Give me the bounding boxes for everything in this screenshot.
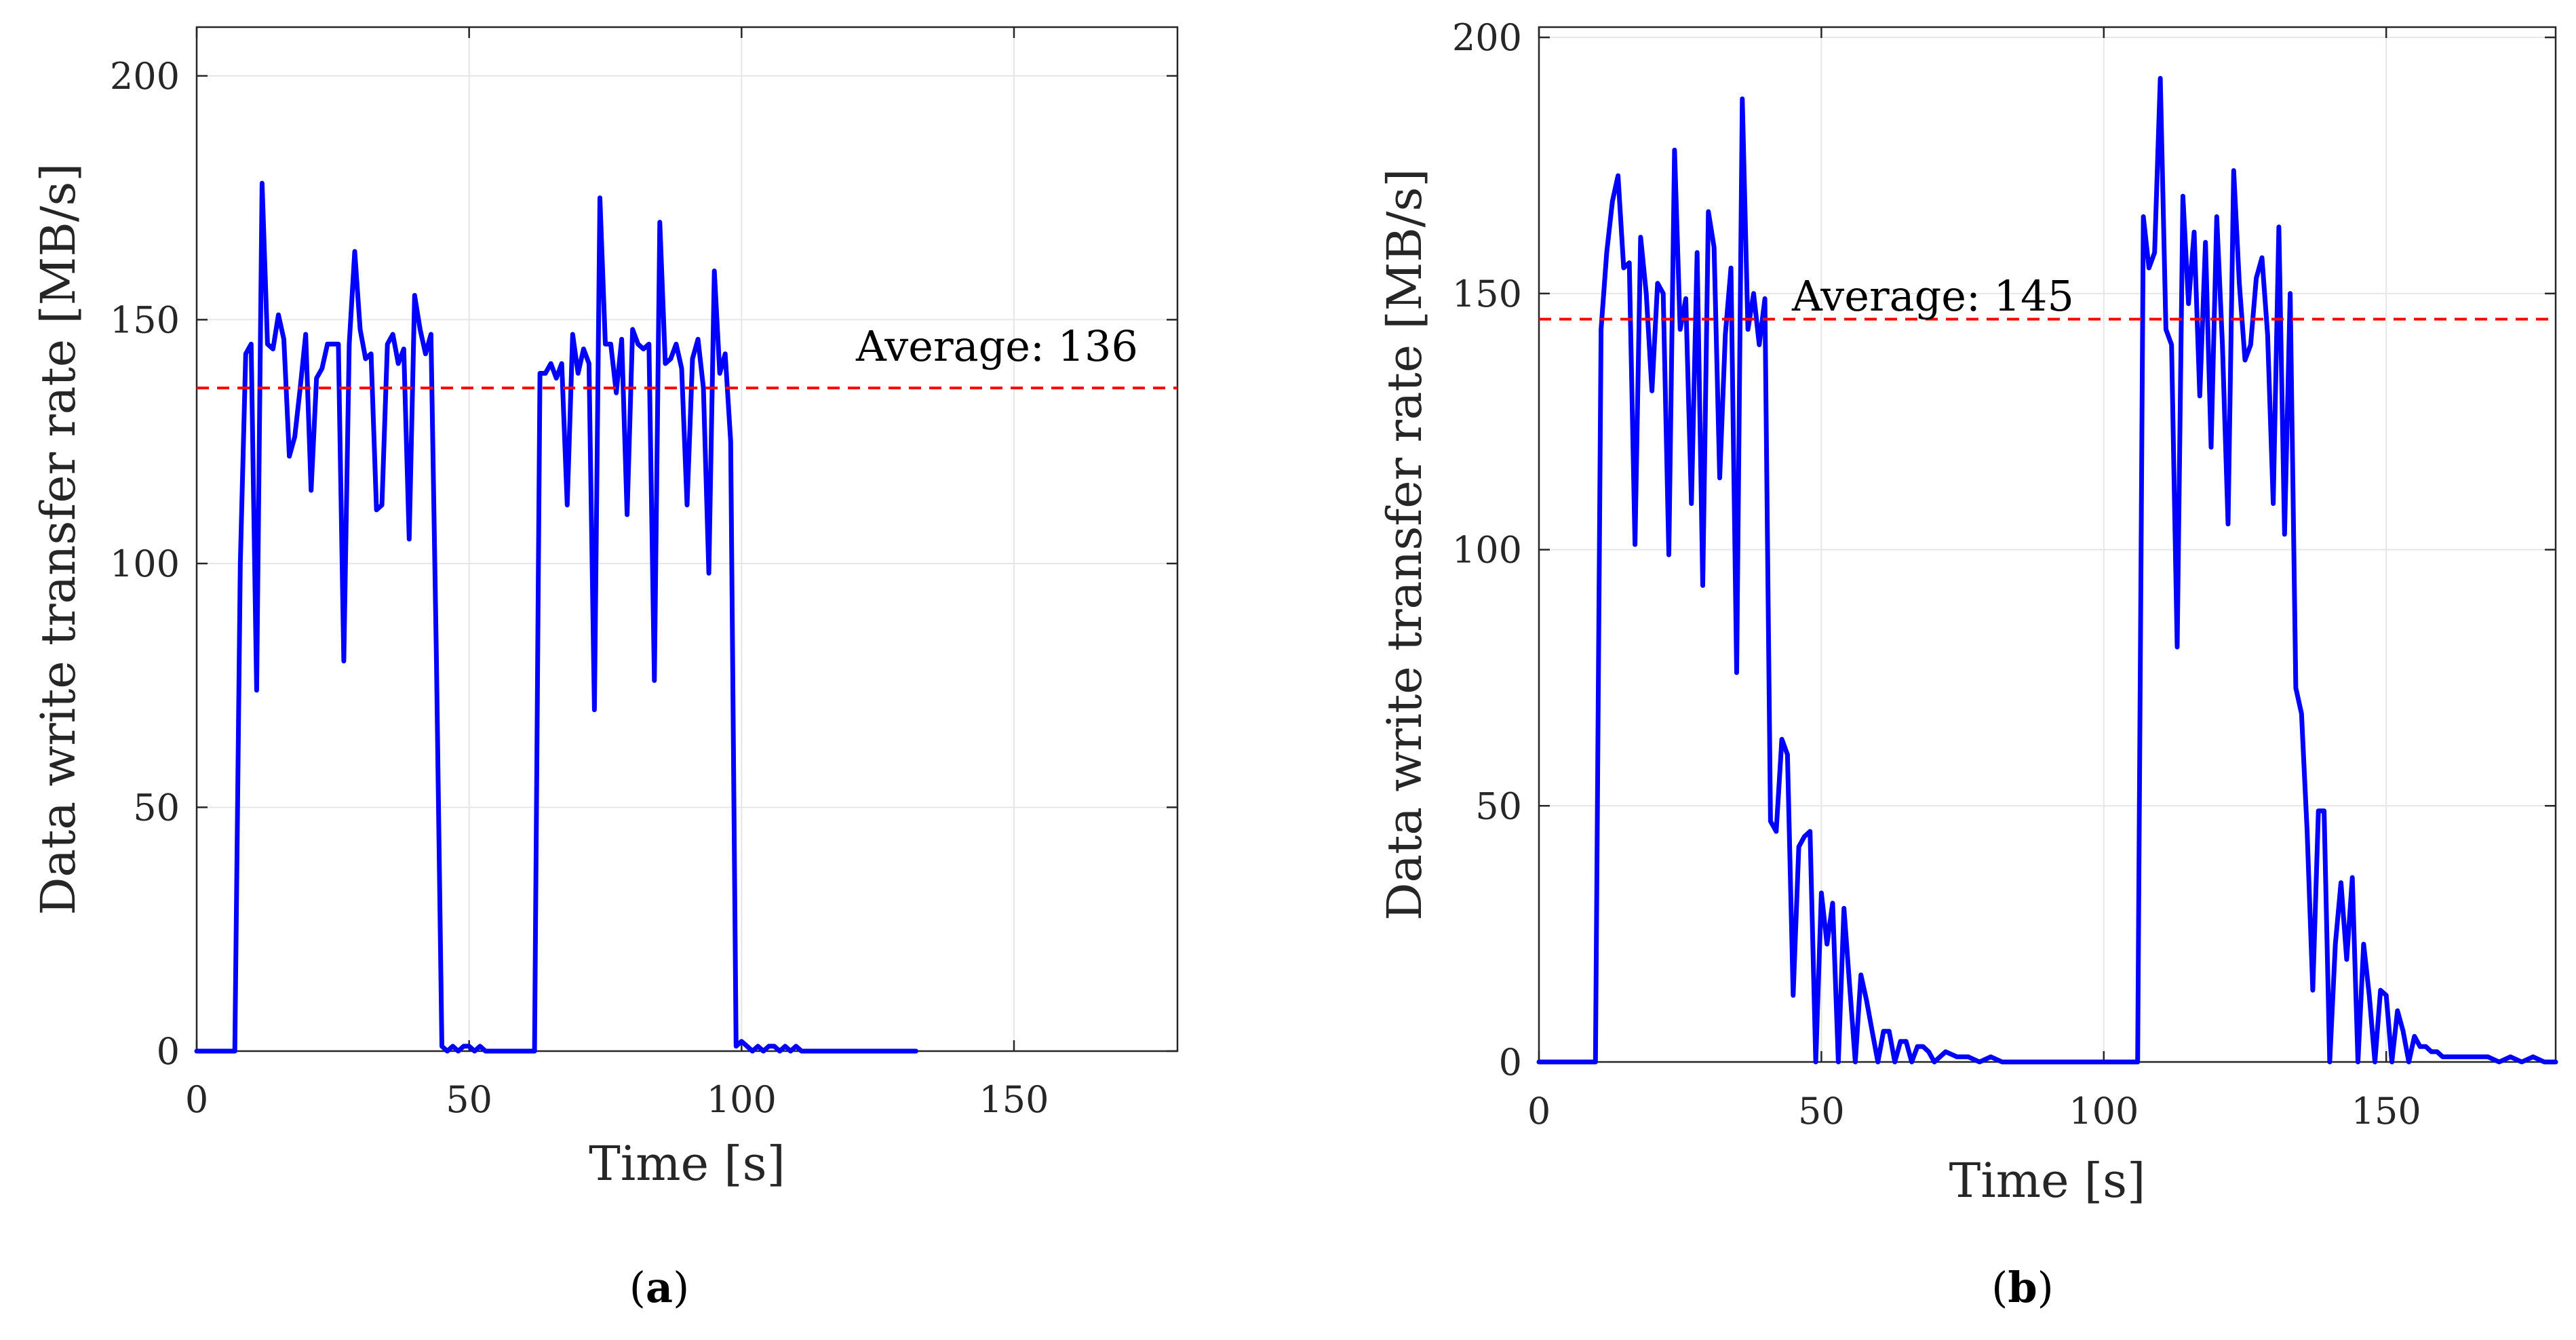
average-annotation: Average: 145: [1791, 271, 2074, 321]
y-tick-label: 50: [1475, 785, 1522, 827]
y-tick-label: 150: [110, 298, 180, 341]
y-tick-label: 150: [1452, 273, 1522, 315]
y-axis-label: Data write transfer rate [MB/s]: [31, 163, 86, 915]
chart-panel-b: 0 50 100 150 0 50 100 150 200 Time [s] Data write …: [1377, 16, 2558, 1312]
panel-label-open: (: [1991, 1263, 2008, 1312]
chart-panel-a: 0 50 100 150 0 50 100 150 200 Time [s] Data write …: [31, 26, 1179, 1312]
y-tick-label: 50: [133, 786, 180, 829]
x-axis-label: Time [s]: [589, 1136, 785, 1191]
x-tick-label: 150: [2351, 1090, 2421, 1132]
panel-label: (a): [629, 1263, 690, 1312]
y-tick-label: 100: [110, 543, 180, 585]
x-axis-label: Time [s]: [1949, 1153, 2146, 1208]
x-tick-label: 50: [446, 1078, 492, 1121]
panel-label-letter: a: [646, 1263, 673, 1312]
y-tick-label: 200: [1452, 16, 1522, 59]
series-line: [194, 180, 918, 1054]
panel-label-open: (: [629, 1263, 646, 1312]
y-tick-label: 100: [1452, 529, 1522, 572]
y-tick-label: 0: [157, 1030, 180, 1073]
y-axis-label: Data write transfer rate [MB/s]: [1377, 168, 1432, 920]
panel-label-close: ): [673, 1263, 689, 1312]
y-tick-label: 0: [1499, 1041, 1522, 1084]
x-tick-label: 50: [1798, 1090, 1845, 1132]
panel-label-letter: b: [2008, 1263, 2037, 1312]
x-tick-label: 0: [185, 1078, 208, 1121]
axes-box: [1538, 26, 2557, 1063]
panel-label-close: ): [2037, 1263, 2054, 1312]
x-tick-label: 150: [979, 1078, 1049, 1121]
y-tick-label: 200: [110, 55, 180, 98]
average-annotation: Average: 136: [855, 321, 1138, 371]
x-tick-label: 0: [1527, 1090, 1550, 1132]
axes-box: [195, 26, 1179, 1052]
x-tick-label: 100: [707, 1078, 777, 1121]
series-line: [1536, 76, 2558, 1065]
x-tick-label: 100: [2069, 1090, 2139, 1132]
panel-label: (b): [1991, 1263, 2054, 1312]
